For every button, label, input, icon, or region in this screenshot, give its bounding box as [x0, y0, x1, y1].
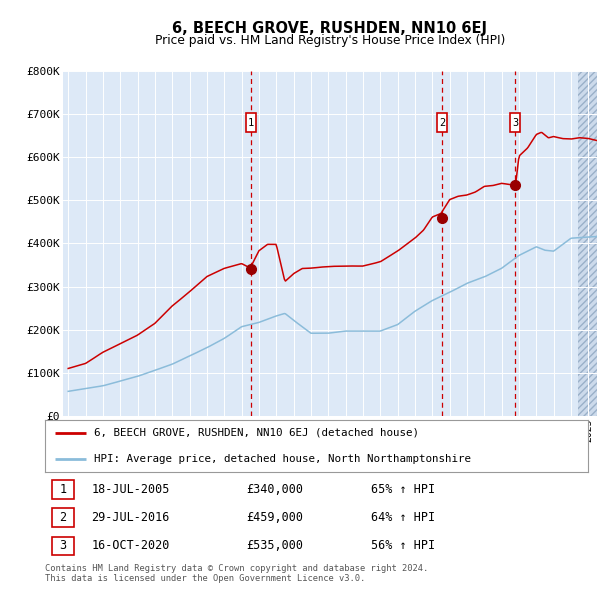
- Text: £459,000: £459,000: [246, 511, 303, 525]
- Text: 3: 3: [512, 117, 518, 127]
- Text: 6, BEECH GROVE, RUSHDEN, NN10 6EJ: 6, BEECH GROVE, RUSHDEN, NN10 6EJ: [173, 21, 487, 35]
- FancyBboxPatch shape: [437, 113, 447, 132]
- Text: HPI: Average price, detached house, North Northamptonshire: HPI: Average price, detached house, Nort…: [94, 454, 471, 464]
- Text: 1: 1: [248, 117, 254, 127]
- Text: 18-JUL-2005: 18-JUL-2005: [91, 483, 170, 496]
- Text: 3: 3: [59, 539, 67, 552]
- FancyBboxPatch shape: [52, 536, 74, 555]
- Text: Contains HM Land Registry data © Crown copyright and database right 2024.: Contains HM Land Registry data © Crown c…: [45, 563, 428, 572]
- Text: 64% ↑ HPI: 64% ↑ HPI: [371, 511, 435, 525]
- Bar: [578, 71, 597, 416]
- Text: 6, BEECH GROVE, RUSHDEN, NN10 6EJ (detached house): 6, BEECH GROVE, RUSHDEN, NN10 6EJ (detac…: [94, 428, 419, 438]
- Text: This data is licensed under the Open Government Licence v3.0.: This data is licensed under the Open Gov…: [45, 573, 365, 582]
- FancyBboxPatch shape: [52, 480, 74, 499]
- Text: 56% ↑ HPI: 56% ↑ HPI: [371, 539, 435, 552]
- FancyBboxPatch shape: [246, 113, 256, 132]
- Text: 2: 2: [439, 117, 445, 127]
- Text: £535,000: £535,000: [246, 539, 303, 552]
- FancyBboxPatch shape: [52, 509, 74, 527]
- FancyBboxPatch shape: [511, 113, 520, 132]
- Text: £340,000: £340,000: [246, 483, 303, 496]
- Text: 65% ↑ HPI: 65% ↑ HPI: [371, 483, 435, 496]
- Text: 1: 1: [59, 483, 67, 496]
- Text: Price paid vs. HM Land Registry's House Price Index (HPI): Price paid vs. HM Land Registry's House …: [155, 34, 505, 47]
- Text: 16-OCT-2020: 16-OCT-2020: [91, 539, 170, 552]
- Text: 29-JUL-2016: 29-JUL-2016: [91, 511, 170, 525]
- Text: 2: 2: [59, 511, 67, 525]
